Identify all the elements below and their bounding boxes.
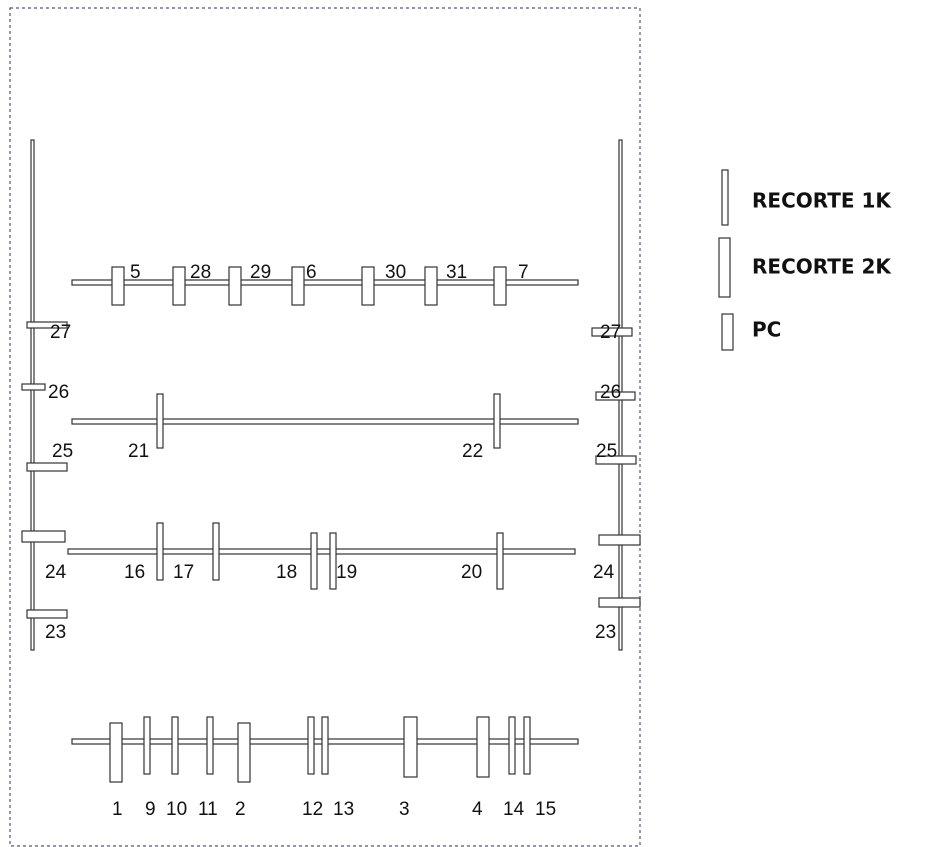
cut-piece [111,266,125,306]
legend-label: RECORTE 2K [752,255,892,279]
piece-label: 19 [336,562,357,583]
piece-label: 15 [535,799,556,820]
piece-label: 16 [124,562,145,583]
cut-piece [321,716,329,775]
piece-label: 29 [250,262,271,283]
piece-label: 28 [190,262,211,283]
piece-label: 9 [145,799,156,820]
cut-piece [508,716,516,775]
legend-icon-1k [721,169,729,226]
piece-label: 6 [306,262,317,283]
piece-label: 31 [446,262,467,283]
piece-label: 24 [593,562,615,583]
cut-piece [496,532,504,590]
piece-label: 20 [461,562,482,583]
cut-piece [329,532,337,590]
cut-piece [143,716,151,775]
piece-label: 26 [48,382,69,403]
rail [67,548,576,555]
piece-label: 26 [600,382,621,403]
cut-piece [307,716,315,775]
left-post [30,139,35,651]
piece-label: 25 [52,441,73,462]
cut-piece [403,716,418,778]
piece-label: 18 [276,562,297,583]
pc-piece [598,534,641,546]
cut-piece [237,722,251,783]
piece-label: 11 [198,799,218,820]
cut-piece [291,266,305,306]
piece-label: 17 [173,562,194,583]
cut-piece [171,716,179,775]
piece-label: 21 [128,441,149,462]
pc-piece [26,462,68,472]
piece-label: 27 [600,322,621,343]
cut-piece [156,393,164,449]
cut-piece [172,266,186,306]
pc-piece [26,609,68,619]
piece-label: 30 [385,262,406,283]
piece-label: 14 [503,799,525,820]
cut-piece [493,266,507,306]
pc-piece [21,383,46,391]
cut-piece [476,716,490,778]
piece-label: 10 [166,799,187,820]
piece-label: 4 [472,799,483,820]
piece-label: 12 [302,799,323,820]
legend-icon-pc [721,313,734,351]
piece-label: 27 [50,322,71,343]
cut-piece [212,522,220,581]
piece-label: 5 [130,262,141,283]
piece-label: 1 [112,799,123,820]
legend-label: PC [752,318,781,342]
piece-label: 13 [333,799,354,820]
cut-piece [493,393,501,449]
piece-label: 2 [235,799,246,820]
piece-label: 23 [595,622,616,643]
cut-piece [424,266,438,306]
cut-piece [206,716,214,775]
cut-piece [156,522,164,581]
piece-label: 24 [45,562,67,583]
legend-label: RECORTE 1K [752,189,892,213]
pc-piece [21,530,66,543]
piece-label: 25 [596,441,617,462]
cut-piece [109,722,123,783]
rail [71,418,579,425]
piece-label: 22 [462,441,483,462]
legend-icon-2k [718,237,731,298]
pc-piece [595,391,636,401]
pc-piece [598,597,641,608]
cut-piece [361,266,375,306]
cut-piece [523,716,531,775]
pc-piece [26,321,68,329]
cut-piece [310,532,318,590]
cut-piece [228,266,242,306]
frame [9,7,641,847]
piece-label: 3 [399,799,410,820]
piece-label: 7 [518,262,529,283]
pc-piece [591,327,633,337]
pc-piece [595,455,637,465]
rail [71,279,579,286]
piece-label: 23 [45,622,66,643]
